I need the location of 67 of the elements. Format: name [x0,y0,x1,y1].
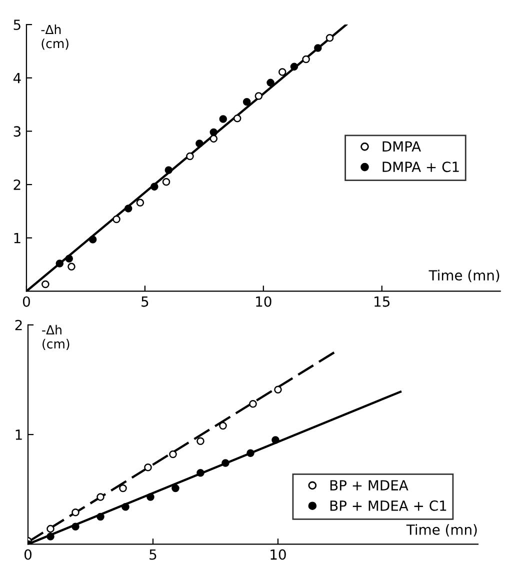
y-axis-title: -Δh (cm) [42,324,70,350]
point [46,524,54,533]
point [219,115,228,123]
point [122,503,130,511]
point [302,55,310,64]
y-axis-title: -Δh (cm) [41,24,68,50]
x-tick-label: 10 [256,296,272,307]
point [144,464,152,472]
point [56,260,64,268]
x-tick-label: 5 [142,296,148,307]
point [242,98,251,106]
point [72,508,80,516]
legend-label: BP + MDEA [330,480,408,490]
y-tick-label: 1 [16,430,22,440]
point [196,469,204,477]
point [65,254,73,263]
point [186,152,194,160]
y-tick-label: 2 [14,180,20,190]
point [196,437,204,445]
point [290,62,298,71]
x-axis-title: Time (mn) [406,524,477,537]
point [210,128,218,136]
point [162,178,170,186]
y-tick-label: 4 [13,73,21,84]
point [254,92,263,100]
point [314,44,322,52]
point [219,422,227,430]
point [68,262,76,271]
x-tick-label: 10 [270,549,286,560]
point [136,198,144,207]
point [46,532,54,540]
y-tick-label: 3 [14,126,20,137]
point [119,484,127,492]
y-tick-label: 5 [14,20,20,30]
point [169,450,177,458]
point [96,512,104,521]
point [278,68,286,76]
point [88,236,97,244]
point [210,134,218,143]
point [249,400,257,408]
x-tick-label: 0 [24,549,32,560]
point [222,459,230,467]
point [326,34,334,42]
point [164,166,173,174]
point [196,140,204,148]
y-tick-label: 1 [14,233,20,244]
point [272,436,280,444]
point [72,522,80,531]
point [96,493,104,501]
legend-label: DMPA [382,141,421,152]
x-axis-title: Time (mn) [428,270,500,282]
y-tick-label: 2 [15,320,22,330]
point [150,182,158,191]
point [266,78,274,87]
point [112,215,120,224]
x-tick-label: 0 [22,296,30,307]
point [146,493,154,501]
point [172,484,180,492]
point [42,280,50,288]
x-tick-label: 15 [374,296,390,307]
legend-label: DMPA + C1 [382,162,459,172]
legend-label: BP + MDEA + C1 [330,500,446,511]
point [274,386,282,394]
point [246,449,254,458]
point [124,204,132,212]
x-tick-label: 5 [150,549,156,560]
point [233,114,242,122]
